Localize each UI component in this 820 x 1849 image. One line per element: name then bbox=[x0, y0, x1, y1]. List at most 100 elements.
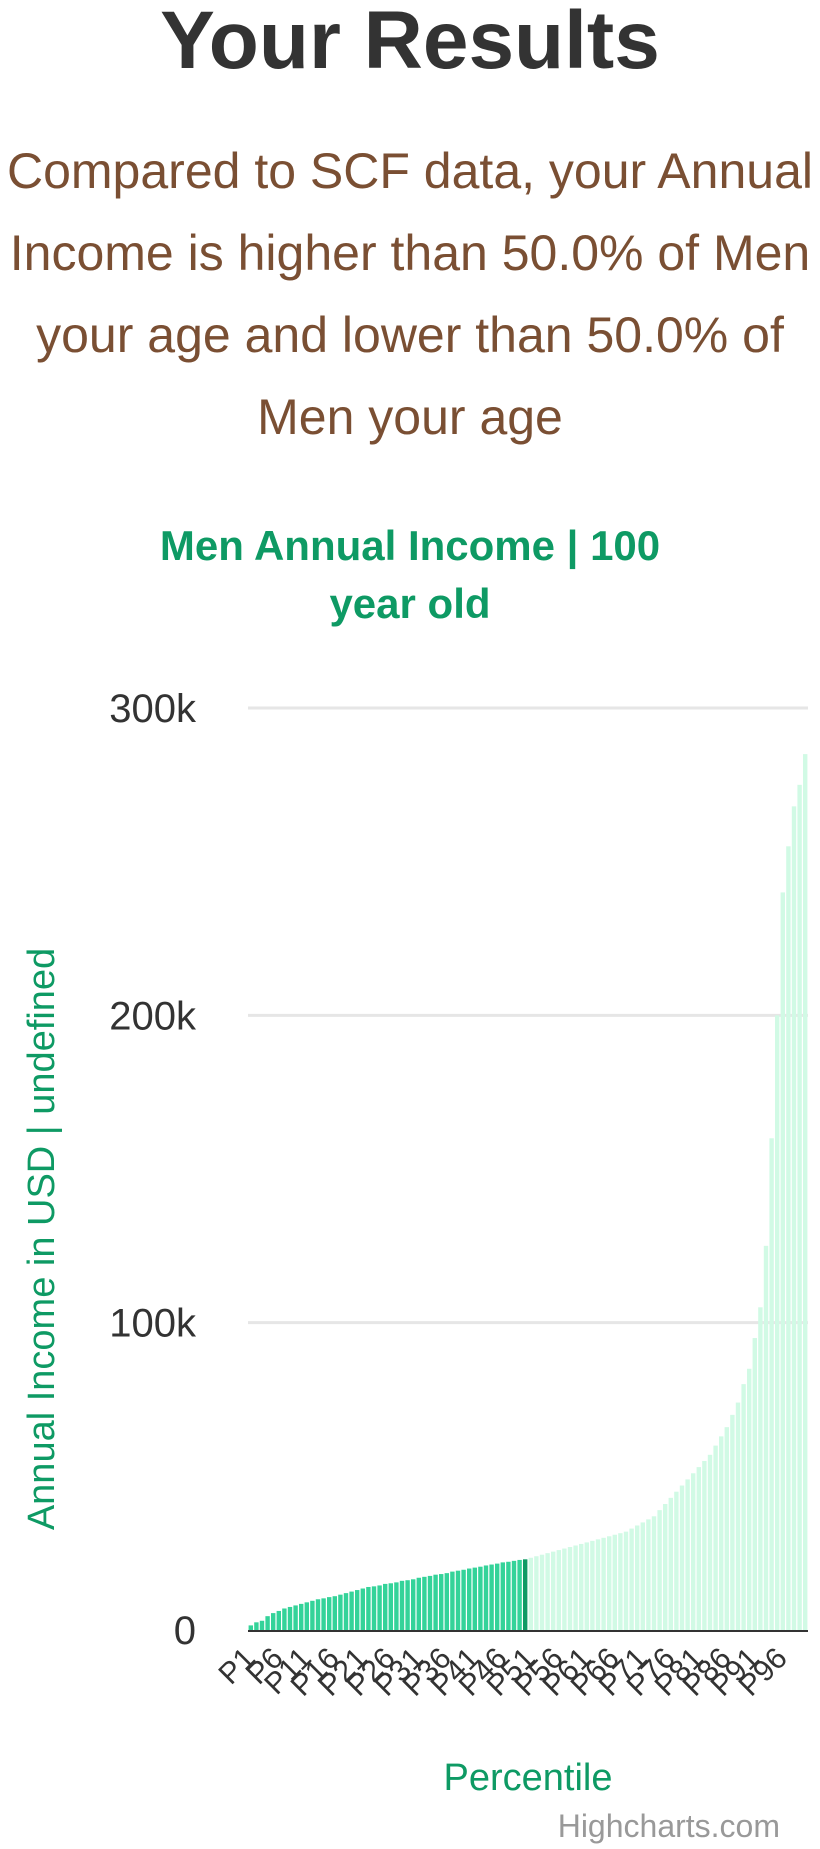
bar-p79[interactable] bbox=[685, 1479, 690, 1630]
bar-p23[interactable] bbox=[371, 1586, 377, 1630]
bar-p53[interactable] bbox=[539, 1554, 545, 1630]
bar-p65[interactable] bbox=[607, 1536, 612, 1630]
bar-p2[interactable] bbox=[254, 1622, 259, 1630]
bar-p73[interactable] bbox=[651, 1516, 657, 1630]
bar-p58[interactable] bbox=[567, 1547, 573, 1630]
bar-p11[interactable] bbox=[304, 1602, 309, 1630]
bar-p89[interactable] bbox=[741, 1384, 746, 1630]
bar-p36[interactable] bbox=[444, 1573, 449, 1630]
bar-p59[interactable] bbox=[573, 1545, 578, 1630]
bar-p82[interactable] bbox=[702, 1460, 707, 1630]
bar-p69[interactable] bbox=[629, 1528, 634, 1630]
bar-p19[interactable] bbox=[349, 1591, 354, 1630]
bar-p9[interactable] bbox=[293, 1605, 298, 1630]
bar-p15[interactable] bbox=[327, 1597, 332, 1630]
bar-p47[interactable] bbox=[506, 1561, 511, 1630]
bar-p81[interactable] bbox=[696, 1467, 701, 1630]
bar-p54[interactable] bbox=[545, 1553, 550, 1630]
bar-p48[interactable] bbox=[511, 1560, 517, 1630]
bar-p49[interactable] bbox=[517, 1559, 522, 1630]
bar-p92[interactable] bbox=[758, 1307, 763, 1630]
bar-p95[interactable] bbox=[775, 1015, 780, 1630]
bar-p96[interactable] bbox=[780, 892, 785, 1630]
bar-p75[interactable] bbox=[663, 1503, 668, 1630]
bar-p6[interactable] bbox=[276, 1610, 281, 1630]
bar-p56[interactable] bbox=[556, 1550, 561, 1630]
bar-p8[interactable] bbox=[287, 1606, 293, 1630]
bar-p80[interactable] bbox=[691, 1473, 696, 1630]
bar-p77[interactable] bbox=[674, 1491, 679, 1630]
bar-p34[interactable] bbox=[433, 1574, 438, 1630]
bar-p30[interactable] bbox=[411, 1579, 416, 1630]
bar-p46[interactable] bbox=[500, 1562, 505, 1630]
bar-p98[interactable] bbox=[791, 806, 797, 1630]
bar-p37[interactable] bbox=[450, 1571, 455, 1630]
bar-p25[interactable] bbox=[383, 1583, 388, 1630]
bar-p14[interactable] bbox=[321, 1598, 326, 1630]
bar-p38[interactable] bbox=[455, 1570, 461, 1630]
bar-p10[interactable] bbox=[299, 1603, 304, 1630]
bar-p91[interactable] bbox=[752, 1338, 757, 1630]
bar-p22[interactable] bbox=[366, 1586, 371, 1630]
bar-p21[interactable] bbox=[360, 1588, 365, 1630]
bar-p87[interactable] bbox=[730, 1414, 735, 1630]
bar-p33[interactable] bbox=[427, 1575, 433, 1630]
bar-p43[interactable] bbox=[483, 1565, 489, 1630]
bar-p99[interactable] bbox=[797, 784, 802, 1630]
bar-p51[interactable] bbox=[528, 1557, 533, 1630]
bar-p84[interactable] bbox=[713, 1445, 718, 1630]
bar-p63[interactable] bbox=[595, 1539, 601, 1630]
bar-p72[interactable] bbox=[646, 1519, 651, 1630]
bar-p55[interactable] bbox=[551, 1551, 556, 1630]
bar-p62[interactable] bbox=[590, 1540, 595, 1630]
bar-p1[interactable] bbox=[248, 1625, 253, 1630]
bar-p61[interactable] bbox=[584, 1542, 589, 1630]
bar-p57[interactable] bbox=[562, 1548, 567, 1630]
bar-p76[interactable] bbox=[668, 1497, 673, 1630]
bar-p71[interactable] bbox=[640, 1522, 645, 1630]
bar-p20[interactable] bbox=[355, 1590, 360, 1630]
bar-p18[interactable] bbox=[343, 1593, 349, 1630]
bar-p39[interactable] bbox=[461, 1569, 466, 1630]
bar-p64[interactable] bbox=[601, 1537, 606, 1630]
bar-p16[interactable] bbox=[332, 1596, 337, 1630]
bar-p26[interactable] bbox=[388, 1583, 393, 1630]
bar-p97[interactable] bbox=[786, 846, 791, 1630]
bar-p29[interactable] bbox=[405, 1580, 410, 1630]
bar-p28[interactable] bbox=[399, 1580, 405, 1630]
bar-p85[interactable] bbox=[719, 1436, 724, 1630]
bar-p52[interactable] bbox=[534, 1556, 539, 1630]
bar-p94[interactable] bbox=[769, 1138, 774, 1630]
bar-p45[interactable] bbox=[495, 1563, 500, 1630]
bar-p12[interactable] bbox=[310, 1600, 315, 1630]
bar-p86[interactable] bbox=[724, 1427, 729, 1630]
bar-p42[interactable] bbox=[478, 1566, 483, 1630]
bar-p13[interactable] bbox=[315, 1599, 321, 1630]
bar-p88[interactable] bbox=[735, 1402, 741, 1630]
bar-p40[interactable] bbox=[467, 1568, 472, 1630]
bar-p90[interactable] bbox=[747, 1368, 752, 1630]
bar-p66[interactable] bbox=[612, 1534, 617, 1630]
bar-p24[interactable] bbox=[377, 1585, 382, 1630]
bar-p3[interactable] bbox=[259, 1620, 265, 1630]
bar-p31[interactable] bbox=[416, 1577, 421, 1630]
bar-p100[interactable] bbox=[803, 754, 808, 1630]
bar-p70[interactable] bbox=[635, 1525, 640, 1630]
bar-p4[interactable] bbox=[265, 1616, 270, 1630]
bar-p17[interactable] bbox=[338, 1594, 343, 1630]
bar-p68[interactable] bbox=[623, 1531, 629, 1630]
bar-p5[interactable] bbox=[271, 1613, 276, 1630]
bar-p93[interactable] bbox=[763, 1245, 769, 1630]
bar-p74[interactable] bbox=[657, 1510, 662, 1630]
bar-p44[interactable] bbox=[489, 1564, 494, 1630]
bar-p32[interactable] bbox=[422, 1576, 427, 1630]
bar-p35[interactable] bbox=[439, 1574, 444, 1630]
bar-p27[interactable] bbox=[394, 1582, 399, 1630]
bar-p60[interactable] bbox=[579, 1543, 584, 1630]
bar-p50[interactable] bbox=[523, 1559, 528, 1630]
bar-p41[interactable] bbox=[472, 1567, 477, 1630]
bar-p83[interactable] bbox=[707, 1454, 713, 1630]
bar-p7[interactable] bbox=[282, 1608, 287, 1630]
bar-p67[interactable] bbox=[618, 1533, 623, 1630]
highcharts-credit[interactable]: Highcharts.com bbox=[557, 1808, 780, 1844]
